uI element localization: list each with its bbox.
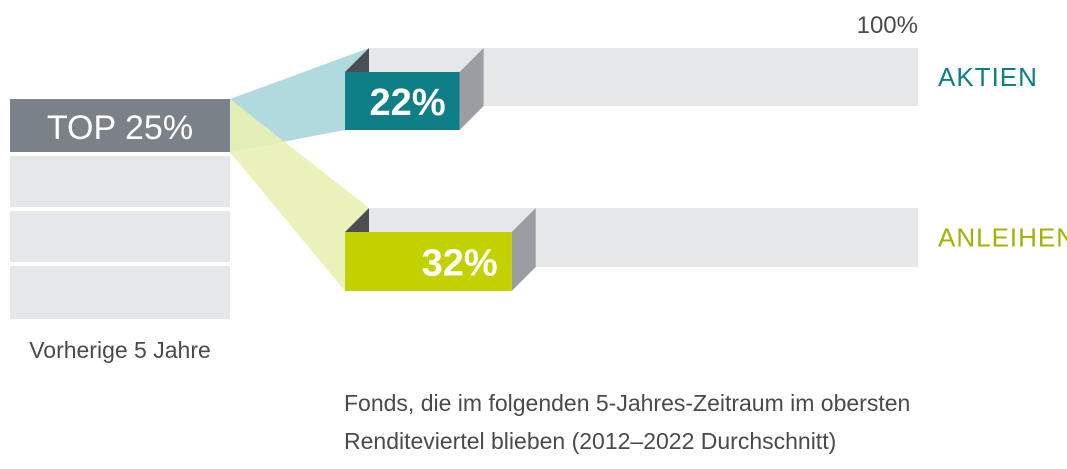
quartile-2 bbox=[10, 156, 230, 207]
value-label-anleihen: 32% bbox=[422, 243, 498, 285]
left-quartile-stack: TOP 25% Vorherige 5 Jahre bbox=[10, 99, 230, 363]
footnote-line-1: Fonds, die im folgenden 5-Jahres-Zeitrau… bbox=[344, 390, 910, 416]
series-label-aktien: AKTIEN bbox=[938, 62, 1038, 92]
top-quartile-label: TOP 25% bbox=[47, 109, 193, 147]
quartile-4 bbox=[10, 266, 230, 319]
bar-side-anleihen bbox=[511, 208, 536, 291]
flow-band-anleihen bbox=[230, 99, 369, 291]
bars: 22% AKTIEN 32% ANLEIHEN bbox=[345, 48, 1067, 291]
series-label-anleihen: ANLEIHEN bbox=[938, 223, 1067, 253]
bar-corner-aktien bbox=[345, 48, 369, 72]
footnote-line-2: Renditeviertel blieben (2012–2022 Durchs… bbox=[344, 428, 836, 454]
quartile-3 bbox=[10, 211, 230, 262]
bar-side-aktien bbox=[459, 48, 484, 130]
flow-bands bbox=[230, 48, 369, 291]
bar-aktien bbox=[345, 72, 460, 130]
flow-band-aktien bbox=[230, 48, 369, 152]
previous-period-caption: Vorherige 5 Jahre bbox=[29, 337, 211, 363]
full-scale-label: 100% bbox=[857, 12, 918, 39]
value-label-aktien: 22% bbox=[370, 82, 446, 124]
quartile-top bbox=[10, 99, 230, 152]
bar-anleihen bbox=[345, 232, 512, 291]
bar-corner-anleihen bbox=[345, 208, 369, 232]
